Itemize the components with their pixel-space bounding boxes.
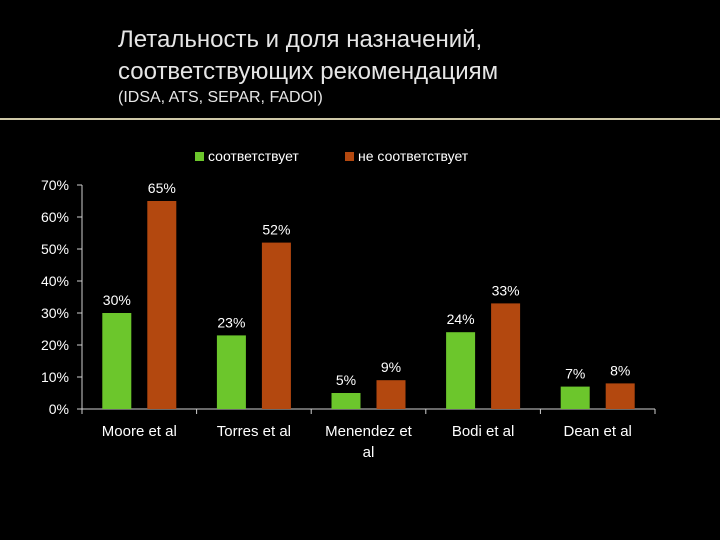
y-tick-label: 20% bbox=[41, 337, 69, 353]
y-tick-label: 30% bbox=[41, 305, 69, 321]
bar-nonconform-5 bbox=[605, 383, 635, 409]
y-tick-label: 0% bbox=[49, 401, 69, 417]
bar-conform-5 bbox=[560, 386, 590, 409]
category-label-1: Moore et al bbox=[102, 423, 177, 440]
bar-nonconform-4 bbox=[491, 303, 521, 409]
category-label-3: Menendez et bbox=[325, 423, 413, 440]
y-tick-label: 10% bbox=[41, 369, 69, 385]
category-label-3-line2: al bbox=[363, 444, 375, 461]
bar-nonconform-1 bbox=[147, 201, 177, 409]
data-label-conform-4: 24% bbox=[447, 311, 475, 327]
y-tick-label: 60% bbox=[41, 209, 69, 225]
bar-conform-3 bbox=[331, 393, 361, 409]
legend-label-1: соответствует bbox=[208, 148, 299, 164]
legend-label-2: не соответствует bbox=[358, 148, 469, 164]
legend-swatch-2 bbox=[345, 152, 354, 161]
data-label-nonconform-5: 8% bbox=[610, 362, 630, 378]
bar-nonconform-2 bbox=[261, 242, 291, 409]
slide-title-block: Летальность и доля назначений, соответст… bbox=[118, 24, 708, 108]
slide-subtitle: (IDSA, ATS, SEPAR, FADOI) bbox=[118, 89, 323, 106]
bar-conform-2 bbox=[216, 335, 246, 409]
data-label-conform-5: 7% bbox=[565, 366, 585, 382]
data-label-nonconform-1: 65% bbox=[148, 180, 176, 196]
data-label-conform-2: 23% bbox=[217, 314, 245, 330]
y-tick-label: 40% bbox=[41, 273, 69, 289]
category-label-4: Bodi et al bbox=[452, 423, 515, 440]
legend-swatch-1 bbox=[195, 152, 204, 161]
category-label-5: Dean et al bbox=[564, 423, 632, 440]
y-tick-label: 50% bbox=[41, 241, 69, 257]
title-divider bbox=[0, 118, 720, 120]
bar-chart: соответствует не соответствует 0% 10% 20% 30%… bbox=[41, 148, 656, 461]
slide-title-line-1: Летальность и доля назначений, bbox=[118, 26, 483, 53]
data-label-nonconform-4: 33% bbox=[492, 282, 520, 298]
data-label-conform-3: 5% bbox=[336, 372, 356, 388]
bar-conform-4 bbox=[446, 332, 476, 409]
data-label-conform-1: 30% bbox=[103, 292, 131, 308]
data-label-nonconform-3: 9% bbox=[381, 359, 401, 375]
slide-title-line-2: соответствующих рекомендациям bbox=[118, 58, 499, 85]
bar-nonconform-3 bbox=[376, 380, 406, 409]
data-label-nonconform-2: 52% bbox=[262, 222, 290, 238]
category-label-2: Torres et al bbox=[217, 423, 291, 440]
y-tick-label: 70% bbox=[41, 177, 69, 193]
bar-conform-1 bbox=[102, 313, 132, 409]
